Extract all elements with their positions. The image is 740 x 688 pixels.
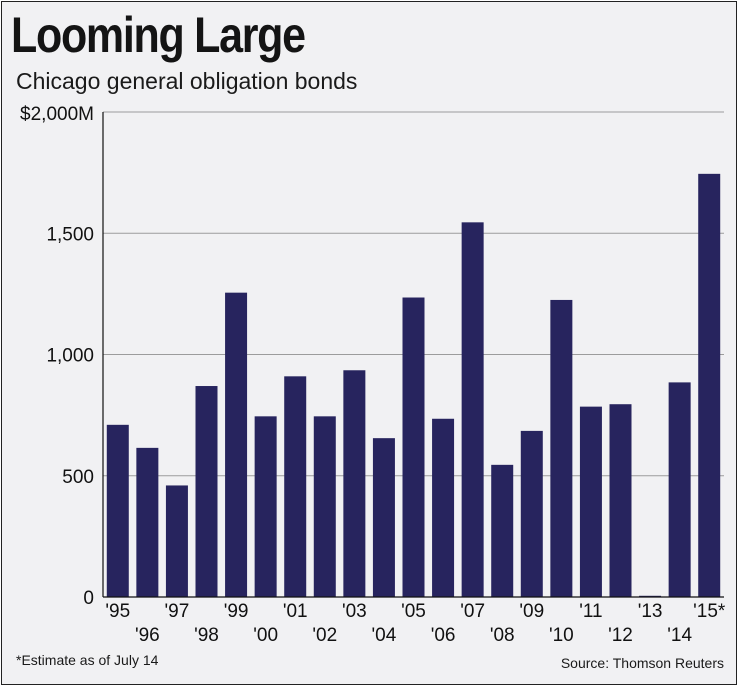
bar <box>372 438 395 597</box>
y-tick-label: 1,000 <box>46 346 94 367</box>
bar <box>343 370 366 597</box>
x-tick-label: '08 <box>490 625 515 646</box>
footnote: *Estimate as of July 14 <box>16 652 159 668</box>
x-tick-label: '97 <box>165 601 190 622</box>
bar <box>106 424 129 597</box>
x-tick-labels: '95'96'97'98'99'00'01'02'03'04'05'06'07'… <box>105 601 725 646</box>
x-tick-label: '06 <box>431 625 456 646</box>
y-tick-label: $2,000M <box>20 104 94 125</box>
x-tick-label: '12 <box>608 625 633 646</box>
y-tick-label: 500 <box>62 467 94 488</box>
bar <box>698 173 721 597</box>
bar <box>402 297 425 597</box>
x-tick-label: '02 <box>312 625 337 646</box>
chart-title: Looming Large <box>11 7 306 63</box>
bar <box>520 430 543 597</box>
bar <box>579 406 602 597</box>
bar <box>609 404 632 597</box>
y-tick-label: 1,500 <box>46 224 94 245</box>
bar <box>313 416 336 597</box>
x-tick-label: '13 <box>638 601 663 622</box>
x-tick-label: '09 <box>519 601 544 622</box>
bar <box>432 418 455 597</box>
x-tick-label: '10 <box>549 625 574 646</box>
x-tick-label: '99 <box>224 601 249 622</box>
bar <box>225 292 248 597</box>
x-tick-label: '05 <box>401 601 426 622</box>
y-tick-label: 0 <box>83 588 94 609</box>
bar <box>136 447 159 597</box>
bar <box>284 376 307 597</box>
source-credit: Source: Thomson Reuters <box>560 655 724 671</box>
x-tick-label: '00 <box>253 625 278 646</box>
x-tick-label: '96 <box>135 625 160 646</box>
x-tick-label: '01 <box>283 601 308 622</box>
bar <box>668 382 691 597</box>
bar <box>165 485 188 597</box>
x-tick-label: '11 <box>579 601 602 622</box>
x-tick-label: '04 <box>372 625 397 646</box>
bar <box>195 386 218 597</box>
x-tick-label: '14 <box>667 625 692 646</box>
x-tick-label: '07 <box>460 601 485 622</box>
bar <box>639 595 662 597</box>
bar <box>491 464 514 597</box>
y-tick-labels: 0 500 1,000 1,500 $2,000M <box>20 104 94 609</box>
chart-subtitle: Chicago general obligation bonds <box>16 68 358 94</box>
axes <box>102 112 724 598</box>
x-tick-label: '95 <box>105 601 130 622</box>
x-tick-label: '03 <box>342 601 367 622</box>
x-tick-label: '98 <box>194 625 219 646</box>
x-tick-label: '15* <box>693 601 726 622</box>
bar <box>461 222 484 597</box>
bar <box>550 299 573 597</box>
bar <box>254 416 277 597</box>
bars <box>106 173 721 597</box>
